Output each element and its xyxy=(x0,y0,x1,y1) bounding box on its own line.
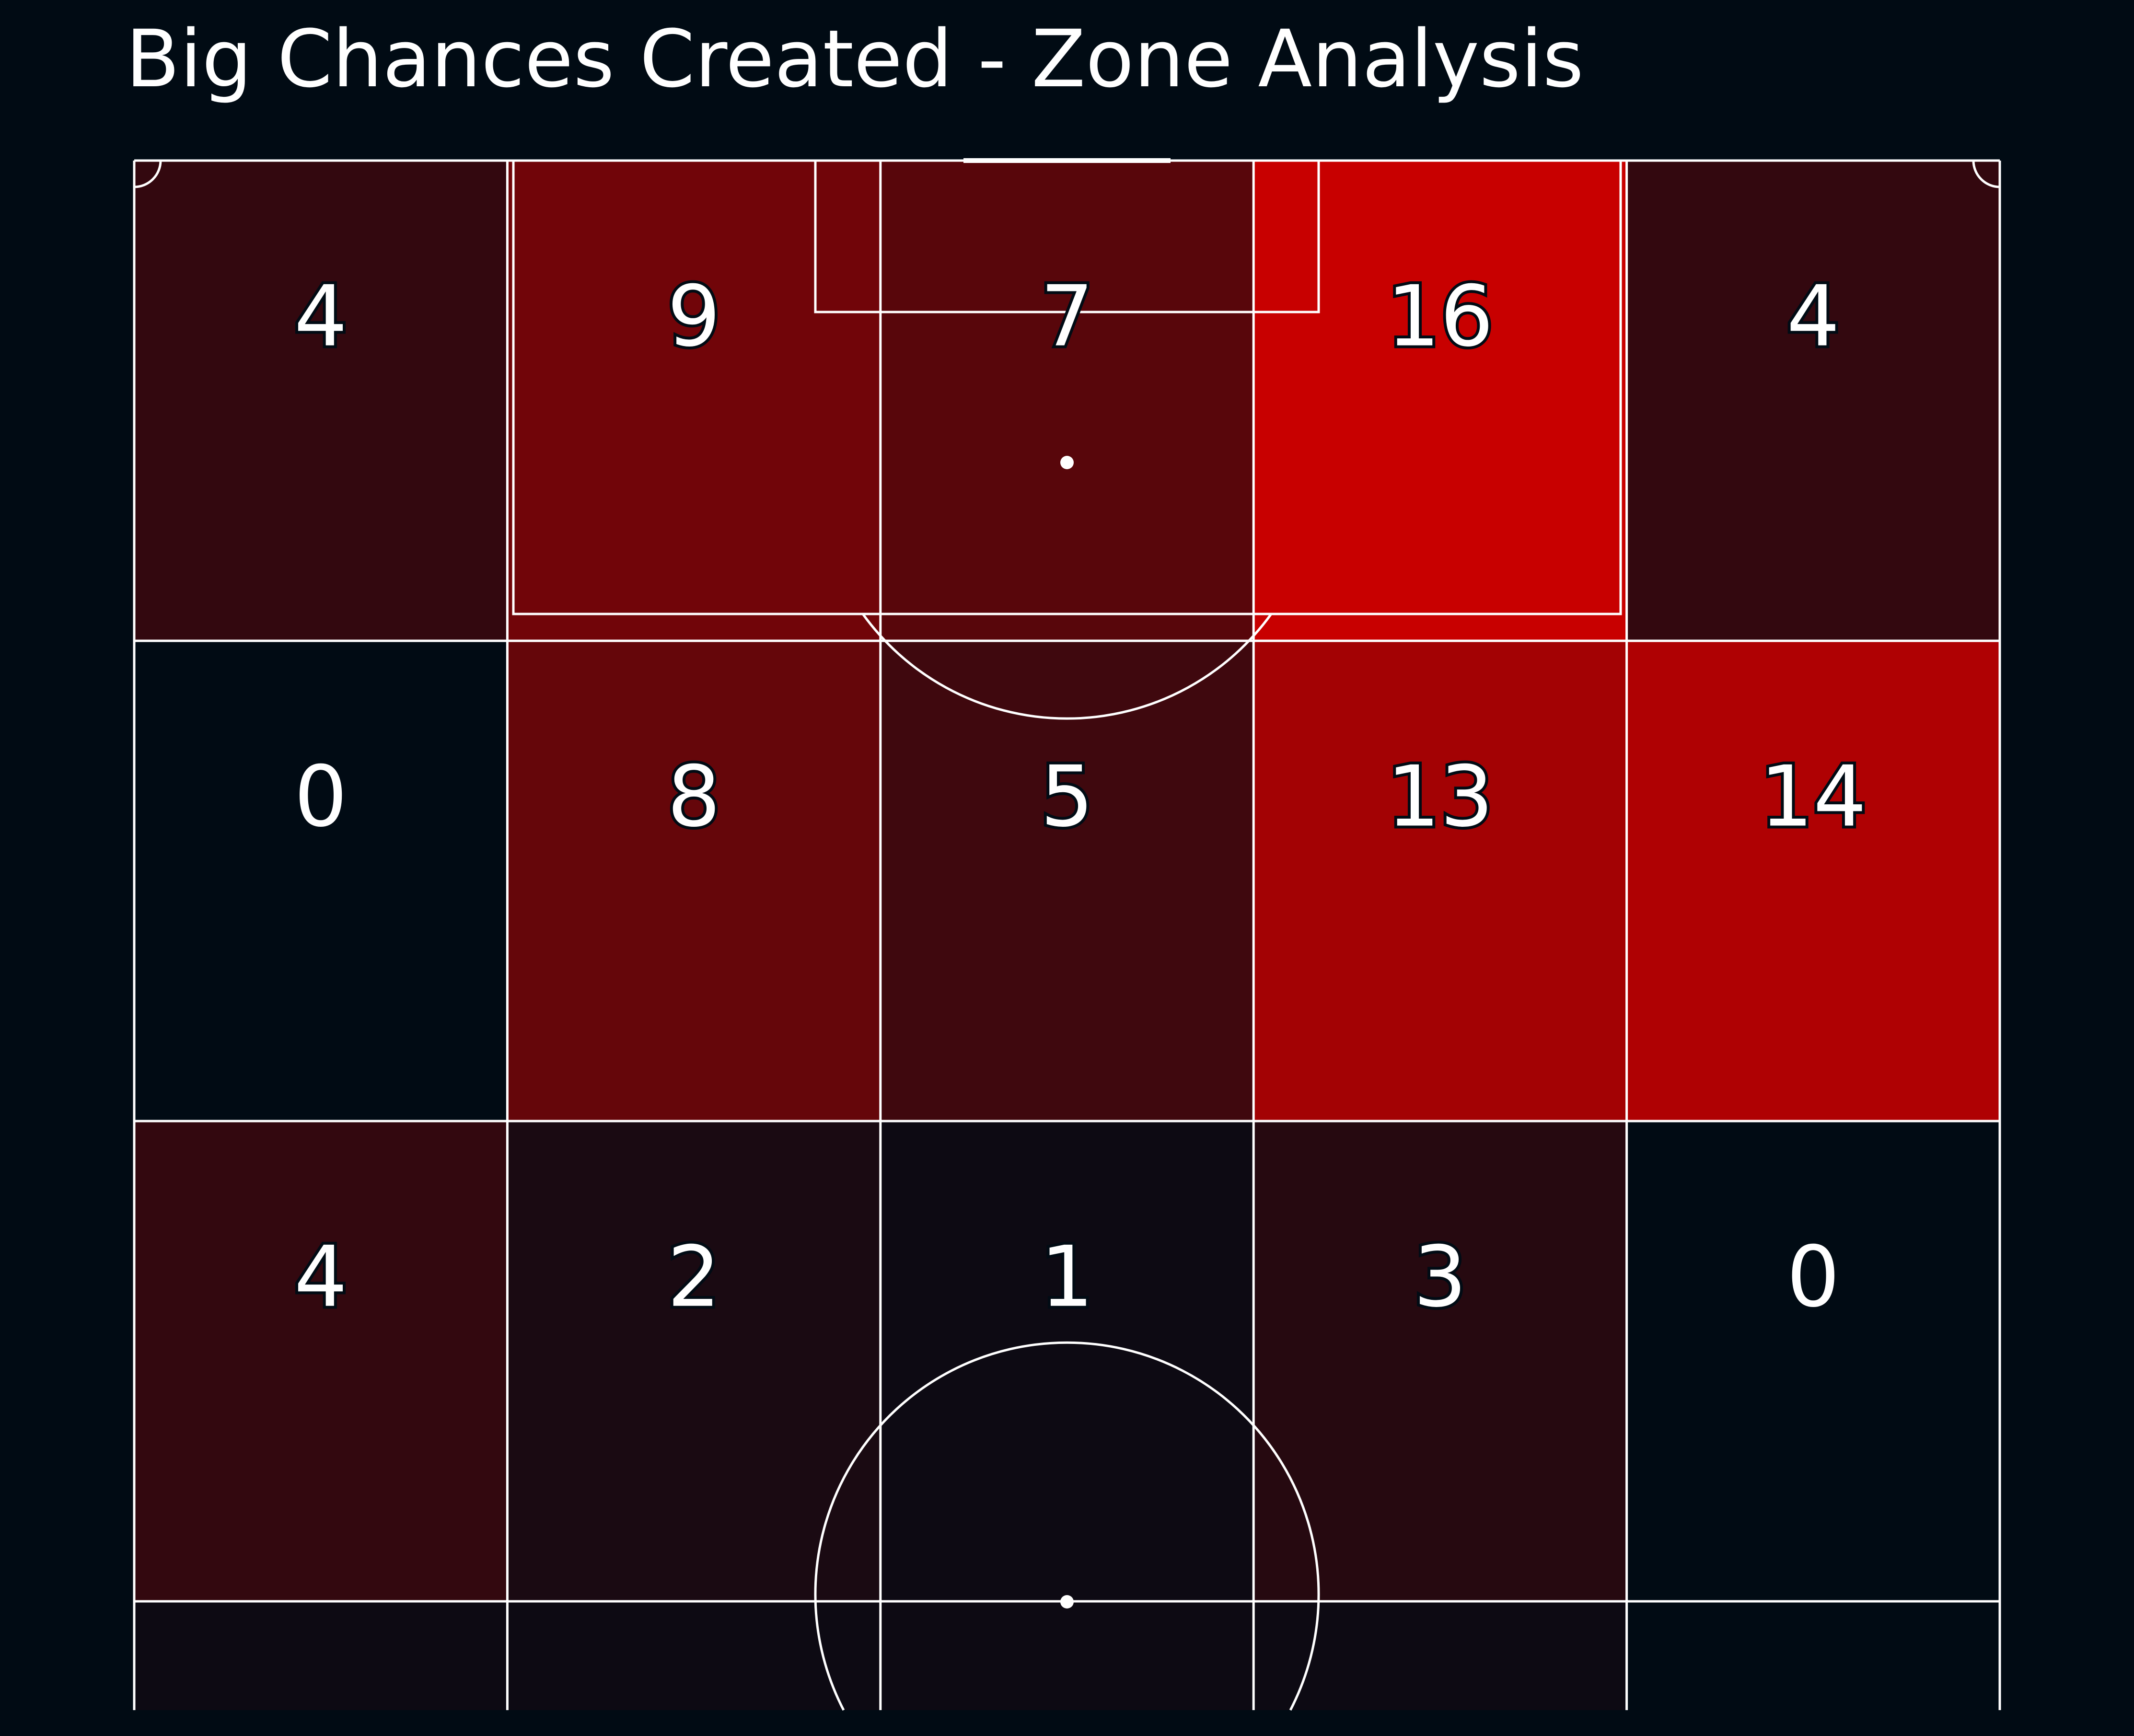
heatmap-cell xyxy=(507,641,881,1121)
heatmap-cell xyxy=(134,161,508,641)
zone-value-label: 8 xyxy=(667,749,720,846)
heatmap-cell xyxy=(507,161,881,641)
zone-value-label: 5 xyxy=(1040,749,1093,846)
heatmap-cell xyxy=(134,641,508,1121)
heatmap-cell xyxy=(880,1121,1254,1601)
heatmap-cell xyxy=(1253,161,1627,641)
zone-value-label: 0 xyxy=(1786,1229,1840,1326)
zone-value-label: 16 xyxy=(1387,268,1494,366)
pitch-markings xyxy=(133,158,2001,1711)
heatmap-cell xyxy=(1626,641,2000,1121)
heatmap-cell xyxy=(1253,641,1627,1121)
zone-value-label: 7 xyxy=(1040,268,1093,366)
heatmap-cell xyxy=(880,161,1254,641)
zone-value-label: 1 xyxy=(1040,1229,1093,1326)
penalty-arc xyxy=(861,613,1273,720)
zone-value-label: 4 xyxy=(294,1229,348,1326)
zone-value-label: 4 xyxy=(294,268,348,366)
zone-value-label: 3 xyxy=(1414,1229,1467,1326)
zone-value-label: 13 xyxy=(1387,749,1494,846)
pitch-strip-cell xyxy=(1253,1601,1627,1710)
heatmap-cell xyxy=(1626,1121,2000,1601)
zone-value-label: 4 xyxy=(1786,268,1840,366)
center-spot xyxy=(1060,1595,1074,1609)
heatmap-cell xyxy=(1253,1121,1627,1601)
chart-title: Big Chances Created - Zone Analysis xyxy=(126,13,1584,105)
pitch-strip-cell xyxy=(134,1601,508,1710)
penalty-spot xyxy=(1060,456,1074,469)
zone-value-label: 0 xyxy=(294,749,348,846)
heatmap-cell xyxy=(134,1121,508,1601)
zone-value-label: 14 xyxy=(1760,749,1867,846)
zone-value-label: 9 xyxy=(667,268,720,366)
pitch-strip-cell xyxy=(880,1601,1254,1710)
corner-arc-left xyxy=(134,160,162,188)
heatmap-cell xyxy=(880,641,1254,1121)
pitch-strip-cell xyxy=(507,1601,881,1710)
zone-value-label: 2 xyxy=(667,1229,720,1326)
heatmap-cell xyxy=(507,1121,881,1601)
corner-arc-right xyxy=(1972,160,2000,188)
zone-value-labels: 4 9 7 16 40 8 5 13 144 2 1 3 0 xyxy=(291,266,1870,1329)
heatmap-cell xyxy=(1626,161,2000,641)
heatmap-cells xyxy=(134,161,2000,1710)
pitch-strip-cell xyxy=(1626,1601,2000,1710)
center-circle xyxy=(814,1341,1320,1711)
